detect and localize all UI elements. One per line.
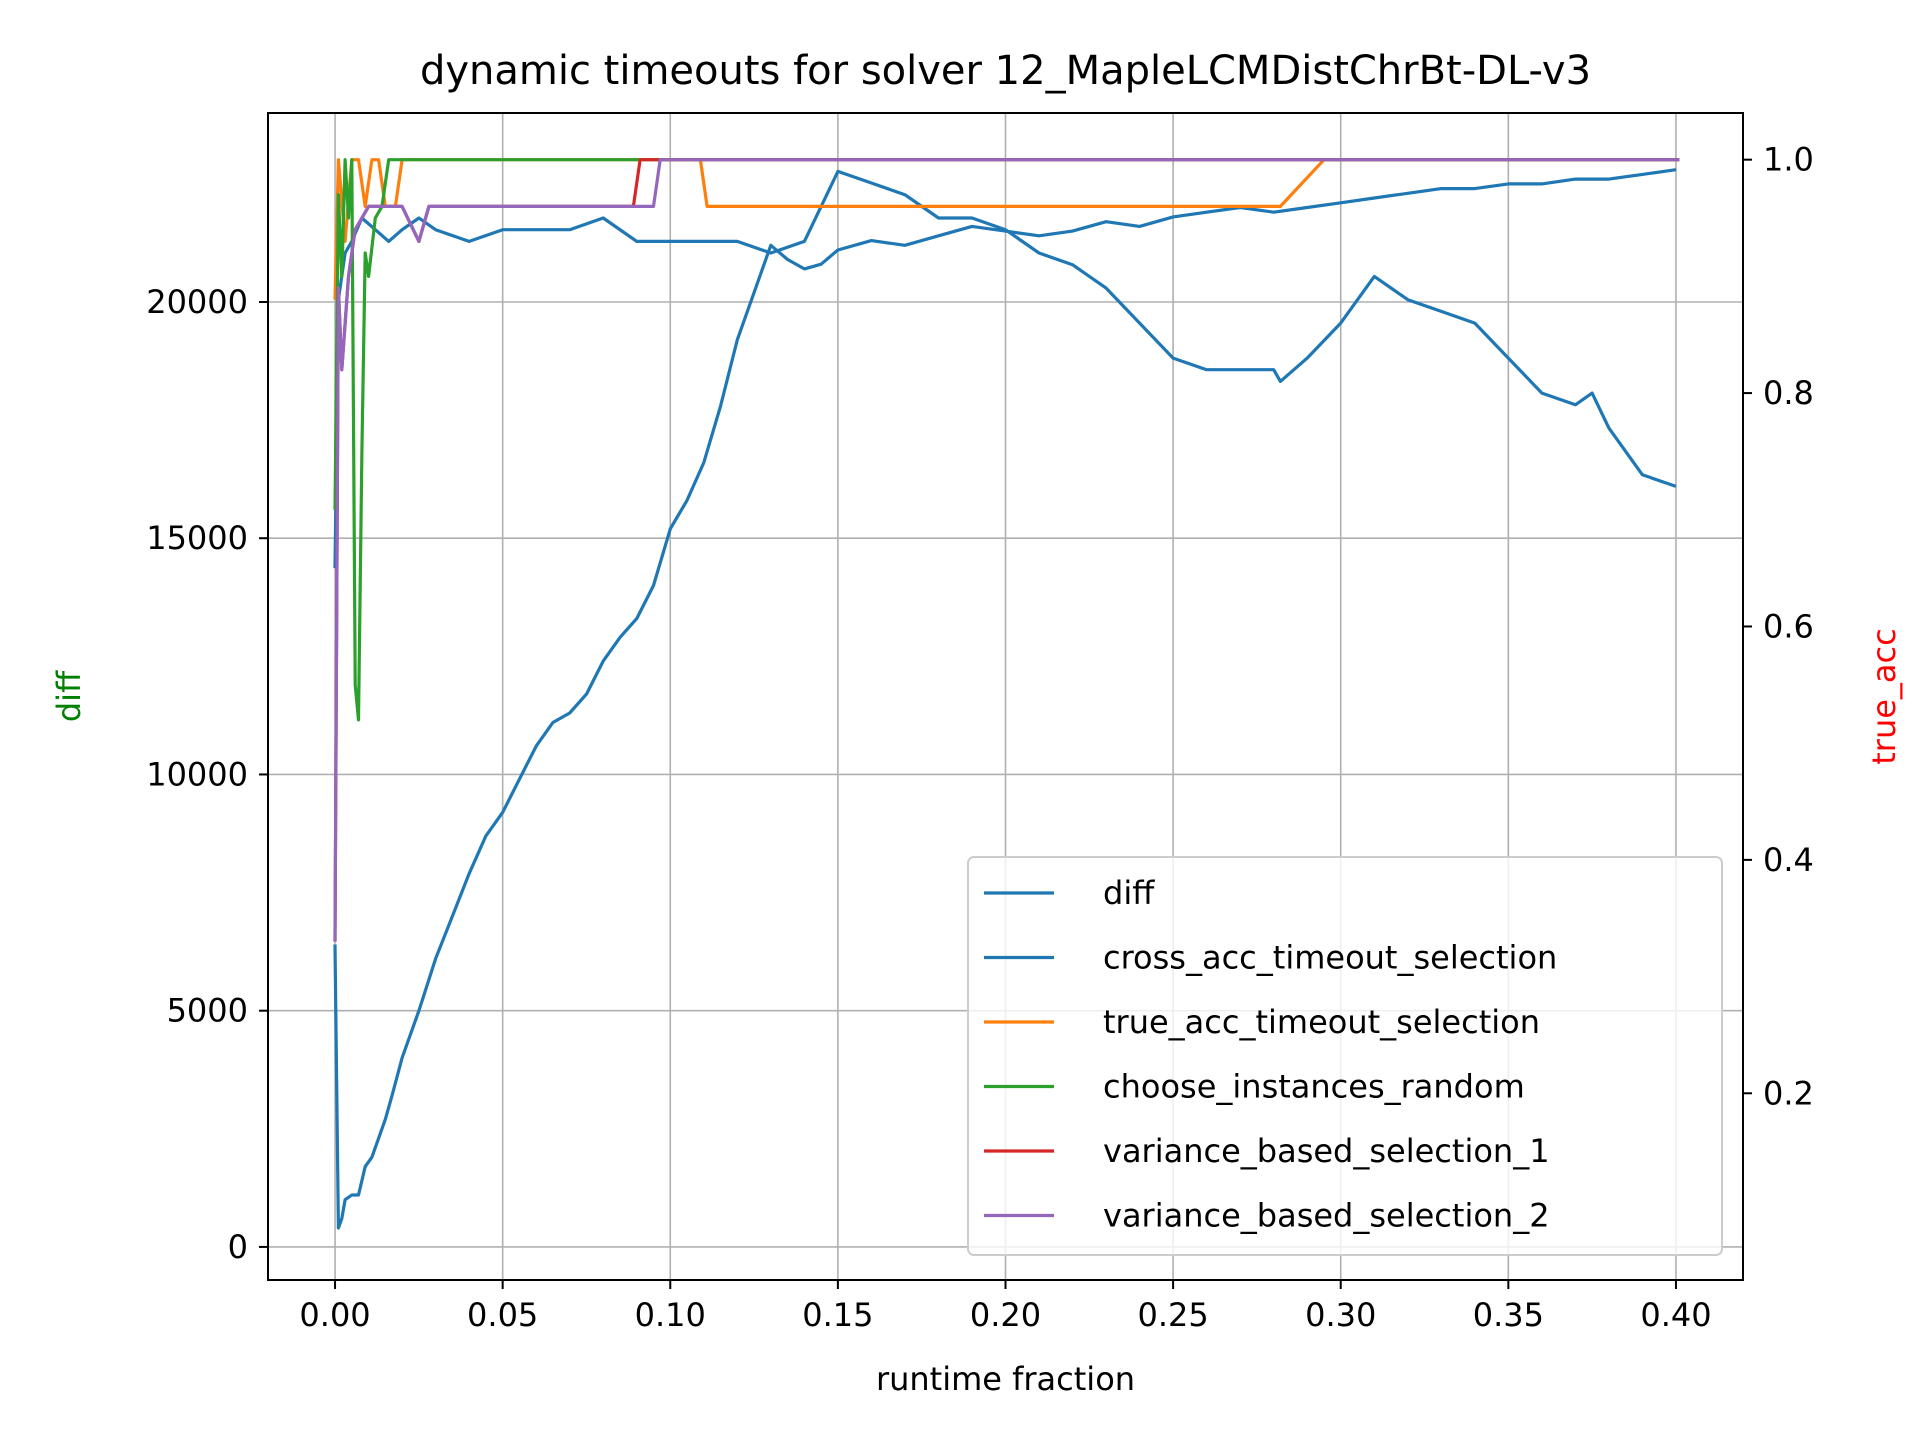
x-tick-label: 0.15 [802, 1296, 873, 1334]
right-y-tick-label: 0.2 [1763, 1074, 1814, 1112]
right-y-tick-label: 0.4 [1763, 841, 1814, 879]
x-tick-label: 0.25 [1137, 1296, 1208, 1334]
legend-label: cross_acc_timeout_selection [1103, 939, 1557, 977]
x-tick-label: 0.05 [467, 1296, 538, 1334]
x-tick-label: 0.30 [1305, 1296, 1376, 1334]
legend: diff cross_acc_timeout_selection true_acc_… [967, 856, 1723, 1256]
chart-title: dynamic timeouts for solver 12_MapleLCMD… [420, 48, 1591, 94]
x-tick-label: 0.10 [635, 1296, 706, 1334]
right-y-tick-label: 1.0 [1763, 141, 1814, 179]
left-y-tick-label: 0 [228, 1228, 248, 1266]
x-axis-label: runtime fraction [876, 1360, 1135, 1398]
plot-series [333, 158, 1680, 1230]
left-y-tick-label: 10000 [146, 755, 248, 793]
legend-label: choose_instances_random [1103, 1068, 1525, 1106]
right-y-axis-label: true_acc [1865, 628, 1903, 764]
x-tick-label: 0.35 [1473, 1296, 1544, 1334]
legend-label: true_acc_timeout_selection [1103, 1003, 1540, 1041]
legend-frame [967, 856, 1723, 1256]
left-y-tick-label: 5000 [167, 992, 248, 1030]
legend-label: diff [1103, 874, 1155, 912]
left-y-tick-label: 20000 [146, 283, 248, 321]
series-line-cross-acc-timeout-selection [333, 169, 1677, 569]
axis-ticks: 0.00 0.05 0.10 0.15 0.20 0.25 0.30 0.35 0.40 0 500… [146, 141, 1814, 1334]
x-tick-label: 0.20 [970, 1296, 1041, 1334]
legend-label: variance_based_selection_1 [1103, 1132, 1550, 1170]
right-y-tick-label: 0.6 [1763, 607, 1814, 645]
left-y-tick-label: 15000 [146, 519, 248, 557]
left-y-axis-label: diff [50, 670, 88, 722]
x-tick-label: 0.40 [1640, 1296, 1711, 1334]
right-y-tick-label: 0.8 [1763, 374, 1814, 412]
legend-label: variance_based_selection_2 [1103, 1197, 1550, 1235]
series-line-diff [333, 168, 1677, 1230]
series-line-variance-based-selection-2 [333, 158, 1680, 942]
x-tick-label: 0.00 [299, 1296, 370, 1334]
